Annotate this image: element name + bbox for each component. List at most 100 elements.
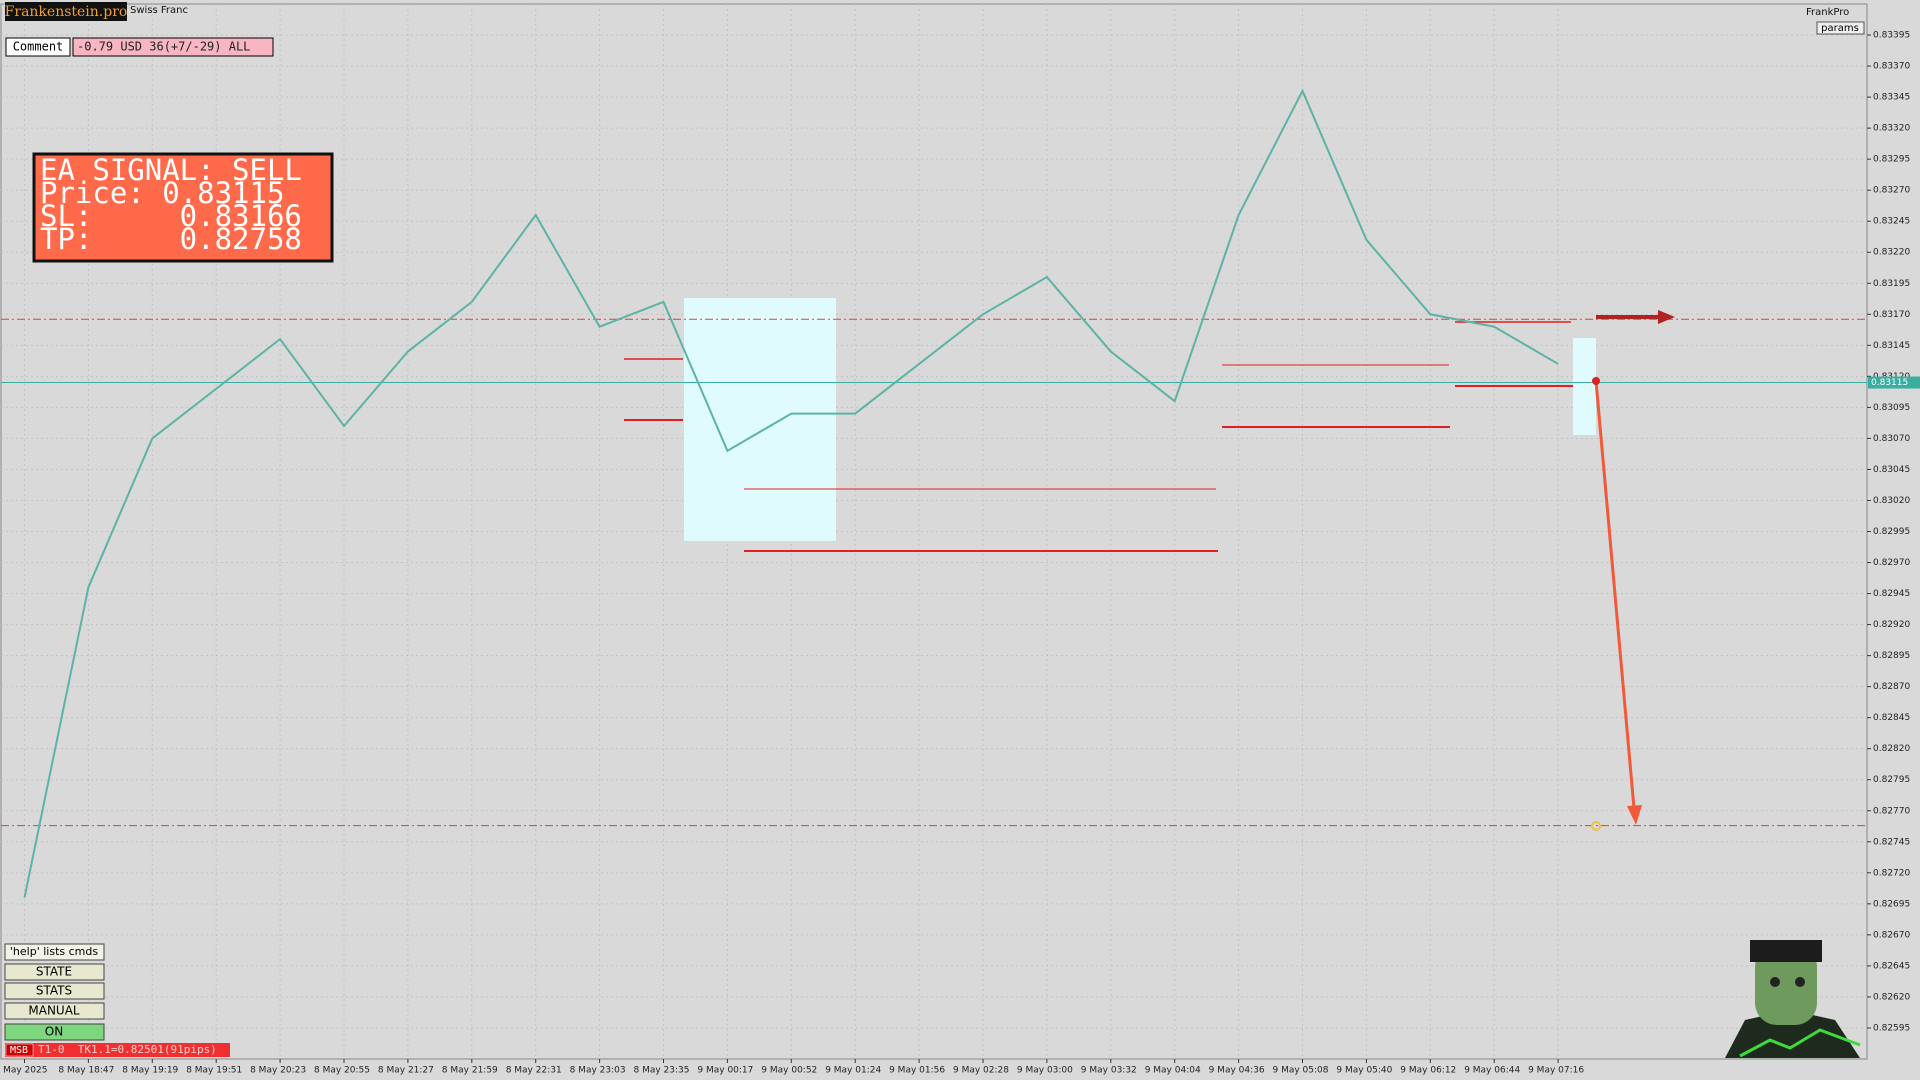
button-label: MANUAL xyxy=(28,1004,80,1018)
manual-button[interactable] xyxy=(4,1002,105,1020)
range-box xyxy=(1573,338,1596,435)
x-tick-label: 9 May 00:17 xyxy=(697,1066,753,1076)
tp-dot xyxy=(1591,821,1601,831)
arrow xyxy=(1594,380,1636,809)
y-tick-label: 0.83045 xyxy=(1873,465,1910,475)
x-tick-label: 9 May 01:24 xyxy=(825,1066,881,1076)
price-series xyxy=(23,88,1559,898)
price-label: 0.83115 xyxy=(1871,378,1908,388)
y-tick-label: 0.83020 xyxy=(1873,496,1910,506)
brand: FrankPro xyxy=(1806,7,1849,18)
x-tick-label: 8 May 20:23 xyxy=(250,1066,306,1076)
x-tick-label: 9 May 00:52 xyxy=(761,1066,817,1076)
x-tick-label: 9 May 03:32 xyxy=(1081,1066,1137,1076)
params-label: params xyxy=(1821,23,1859,34)
y-tick-label: 0.83270 xyxy=(1873,186,1910,196)
y-tick-label: 0.82820 xyxy=(1873,744,1910,754)
status-tag: MSB xyxy=(10,1045,28,1056)
x-tick-label: 8 May 20:55 xyxy=(314,1066,370,1076)
arrow-head xyxy=(1658,310,1675,324)
comment-button[interactable] xyxy=(5,37,71,57)
y-tick-label: 0.83095 xyxy=(1873,403,1910,413)
y-tick-label: 0.82845 xyxy=(1873,713,1910,723)
x-tick-label: 8 May 23:03 xyxy=(570,1066,626,1076)
signal-line: Price: 0.83115 xyxy=(40,176,284,210)
x-tick-label: 8 May 21:59 xyxy=(442,1066,498,1076)
y-tick-label: 0.82870 xyxy=(1873,682,1910,692)
grid xyxy=(1,4,1867,1059)
levels xyxy=(624,321,1573,552)
x-tick-label: 9 May 06:12 xyxy=(1400,1066,1456,1076)
y-tick-label: 0.82670 xyxy=(1873,930,1910,940)
x-tick-label: 8 May 21:27 xyxy=(378,1066,434,1076)
y-tick-label: 0.83320 xyxy=(1873,124,1910,134)
x-tick-label: 8 May 19:51 xyxy=(186,1066,242,1076)
logo: Frankenstein.pro xyxy=(5,4,128,20)
y-tick-label: 0.82795 xyxy=(1873,775,1910,785)
price-label-box xyxy=(1868,376,1920,389)
series xyxy=(23,88,1559,898)
y-tick-label: 0.82995 xyxy=(1873,527,1910,537)
stats-button[interactable] xyxy=(4,982,105,1000)
y-tick-label: 0.82770 xyxy=(1873,806,1910,816)
x-tick-label: 9 May 05:08 xyxy=(1273,1066,1329,1076)
y-tick-label: 0.83070 xyxy=(1873,434,1910,444)
stats-box xyxy=(72,37,274,57)
x-tick-label: 8 May 18:47 xyxy=(58,1066,114,1076)
y-tick-label: 0.83145 xyxy=(1873,341,1910,351)
y-tick-label: 0.82920 xyxy=(1873,620,1910,630)
help-box xyxy=(4,943,105,961)
x-tick-label: 9 May 03:00 xyxy=(1017,1066,1073,1076)
y-tick-label: 0.82970 xyxy=(1873,558,1910,568)
button-label: ON xyxy=(45,1025,63,1039)
y-tick-label: 0.82645 xyxy=(1873,961,1910,971)
x-tick-label: 9 May 01:56 xyxy=(889,1066,945,1076)
y-tick-label: 0.82945 xyxy=(1873,589,1910,599)
y-tick-label: 0.83370 xyxy=(1873,62,1910,72)
y-tick-label: 0.83295 xyxy=(1873,155,1910,165)
logo-box xyxy=(5,2,127,21)
status-bar xyxy=(5,1043,230,1057)
x-tick-label: 9 May 07:16 xyxy=(1528,1066,1584,1076)
x-tick-label: 9 May 06:44 xyxy=(1464,1066,1520,1076)
symbol: Swiss Franc xyxy=(130,5,188,16)
x-tick-label: 9 May 02:28 xyxy=(953,1066,1009,1076)
signal-line: TP: 0.82758 xyxy=(40,222,302,256)
signal-line: SL: 0.83166 xyxy=(40,199,302,233)
y-tick-label: 0.83170 xyxy=(1873,310,1910,320)
x-tick-label: 8 May 23:35 xyxy=(634,1066,690,1076)
x-tick-label: 9 May 04:04 xyxy=(1145,1066,1201,1076)
y-tick-label: 0.83395 xyxy=(1873,31,1910,41)
y-tick-label: 0.83345 xyxy=(1873,93,1910,103)
y-tick-label: 0.82695 xyxy=(1873,899,1910,909)
on-button[interactable] xyxy=(4,1023,105,1041)
x-tick-label: 8 May 19:19 xyxy=(122,1066,178,1076)
stats: -0.79 USD 36(+7/-29) ALL xyxy=(77,40,250,54)
y-tick-label: 0.83245 xyxy=(1873,217,1910,227)
y-tick-label: 0.83195 xyxy=(1873,279,1910,289)
x-tick-label: 9 May 05:40 xyxy=(1336,1066,1392,1076)
arrow-head xyxy=(1627,805,1642,825)
signal-box xyxy=(32,152,334,263)
x-tick-label: 9 May 04:36 xyxy=(1209,1066,1265,1076)
x-tick-label: 8 May 2025 xyxy=(0,1066,47,1076)
button-label: STATE xyxy=(36,965,72,979)
status-tag-box xyxy=(5,1043,34,1057)
x-tick-label: 8 May 22:31 xyxy=(506,1066,562,1076)
y-tick-label: 0.82620 xyxy=(1873,992,1910,1002)
params-button[interactable] xyxy=(1816,21,1865,35)
y-tick-label: 0.82595 xyxy=(1873,1023,1910,1033)
y-tick-label: 0.83220 xyxy=(1873,248,1910,258)
axes: 0.82595 0.82620 0.82645 0.82670 0.82695 0.827… xyxy=(0,31,1920,1076)
help: 'help' lists cmds xyxy=(10,945,98,958)
mascot xyxy=(1725,940,1861,1058)
y-tick-label: 0.82720 xyxy=(1873,868,1910,878)
entry-dot xyxy=(1592,377,1600,385)
state-button[interactable] xyxy=(4,963,105,981)
range-box xyxy=(684,298,836,541)
comment-label: Comment xyxy=(13,40,64,54)
y-tick-label: 0.82895 xyxy=(1873,651,1910,661)
button-label: STATS xyxy=(36,984,72,998)
